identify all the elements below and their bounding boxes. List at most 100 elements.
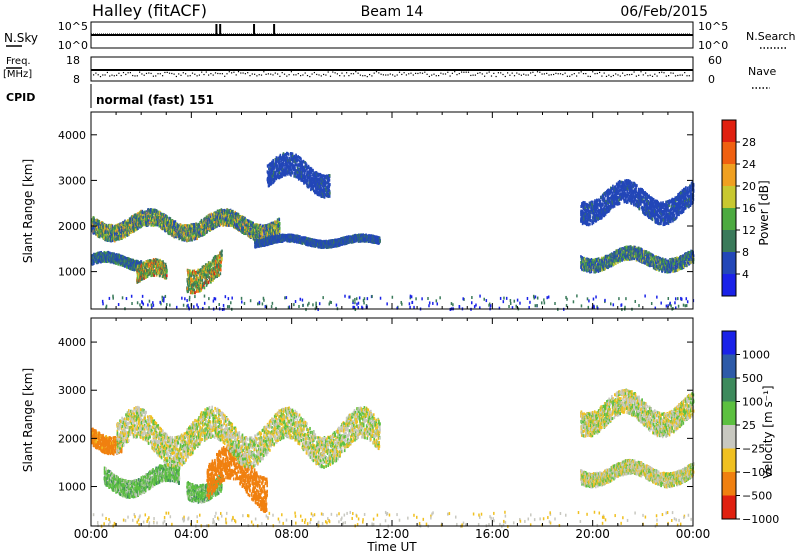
heatmap-cell: [127, 222, 130, 226]
heatmap-cell: [201, 274, 203, 278]
heatmap-cell: [192, 271, 194, 275]
heatmap-cell: [188, 281, 191, 285]
heatmap-cell: [157, 221, 159, 225]
heatmap-cell: [128, 220, 131, 224]
heatmap-cell: [266, 230, 268, 234]
heatmap-cell: [167, 221, 169, 225]
heatmap-cell: [159, 273, 161, 277]
heatmap-cell: [244, 225, 247, 229]
heatmap-cell: [99, 255, 102, 259]
heatmap-cell: [152, 260, 155, 264]
heatmap-cell: [198, 232, 200, 236]
heatmap-cell: [138, 272, 140, 276]
heatmap-cell: [162, 215, 164, 219]
heatmap-cell: [270, 221, 273, 225]
beam-title: Beam 14: [361, 4, 424, 20]
heatmap-cell: [164, 262, 167, 266]
heatmap-cell: [218, 220, 220, 224]
heatmap-cell: [155, 221, 157, 225]
heatmap-cell: [92, 218, 94, 222]
heatmap-cell: [264, 231, 266, 235]
heatmap-cell: [175, 227, 178, 231]
heatmap-cell: [98, 219, 101, 223]
heatmap-cell: [141, 272, 144, 276]
heatmap-cell: [213, 217, 215, 221]
heatmap-cell: [175, 235, 178, 239]
heatmap-cell: [223, 217, 226, 221]
heatmap-cell: [217, 273, 219, 277]
heatmap-cell: [217, 271, 220, 275]
nsearch-label: N.Search: [746, 30, 796, 43]
heatmap-cell: [197, 268, 199, 272]
heatmap-cell: [187, 233, 189, 237]
heatmap-cell: [168, 216, 171, 220]
heatmap-cell: [178, 237, 180, 241]
heatmap-cell: [102, 259, 105, 263]
nsky-label: N.Sky: [4, 31, 38, 45]
heatmap-cell: [201, 278, 204, 282]
heatmap-cell: [124, 225, 127, 229]
heatmap-cell: [134, 267, 136, 271]
heatmap-cell: [227, 212, 229, 216]
heatmap-cell: [136, 272, 139, 276]
heatmap-cell: [153, 259, 155, 263]
heatmap-cell: [93, 225, 95, 229]
heatmap-cell: [195, 223, 198, 227]
heatmap-cell: [252, 229, 255, 233]
heatmap-cell: [140, 265, 142, 269]
heatmap-cell: [150, 261, 153, 265]
heatmap-cell: [166, 270, 168, 274]
heatmap-cell: [191, 289, 194, 293]
heatmap-cell: [206, 222, 208, 226]
heatmap-cell: [110, 229, 112, 233]
heatmap-cell: [191, 279, 194, 283]
heatmap-cell: [199, 220, 201, 224]
date-title: 06/Feb/2015: [620, 4, 708, 20]
heatmap-cell: [261, 236, 264, 240]
heatmap-cell: [136, 227, 138, 231]
heatmap-cell: [272, 226, 275, 230]
heatmap-cell: [261, 224, 264, 228]
heatmap-cell: [148, 220, 151, 224]
heatmap-cell: [246, 228, 248, 232]
heatmap-cell: [137, 216, 140, 220]
heatmap-cell: [220, 208, 223, 212]
heatmap-cell: [121, 261, 123, 265]
heatmap-cell: [128, 258, 131, 262]
heatmap-cell: [195, 272, 198, 276]
heatmap-cell: [187, 289, 189, 293]
heatmap-cell: [103, 231, 105, 235]
heatmap-cell: [249, 220, 252, 224]
heatmap-cell: [231, 219, 233, 223]
heatmap-cell: [201, 227, 204, 231]
heatmap-cell: [139, 217, 142, 221]
heatmap-cell: [172, 234, 175, 238]
heatmap-cell: [199, 233, 202, 237]
heatmap-cell: [137, 279, 140, 283]
heatmap-cell: [182, 236, 185, 240]
heatmap-cell: [126, 228, 129, 232]
nave-bottom: 0: [708, 73, 715, 86]
heatmap-cell: [230, 218, 232, 222]
heatmap-cell: [247, 221, 250, 225]
heatmap-cell: [190, 289, 193, 293]
heatmap-cell: [185, 224, 187, 228]
heatmap-cell: [238, 219, 240, 223]
heatmap-cell: [274, 232, 276, 236]
heatmap-cell: [187, 269, 190, 273]
heatmap-cell: [179, 227, 182, 231]
heatmap-cell: [121, 236, 123, 240]
heatmap-cell: [127, 259, 129, 263]
heatmap-cell: [149, 217, 152, 221]
heatmap-cell: [196, 237, 198, 241]
heatmap-cell: [185, 230, 188, 234]
heatmap-cell: [210, 263, 213, 267]
heatmap-cell: [189, 227, 191, 231]
heatmap-cell: [226, 223, 229, 227]
heatmap-cell: [208, 275, 210, 279]
heatmap-cell: [190, 236, 193, 240]
heatmap-cell: [244, 228, 247, 232]
heatmap-cell: [145, 215, 147, 219]
heatmap-cell: [101, 254, 104, 258]
heatmap-cell: [95, 253, 98, 257]
